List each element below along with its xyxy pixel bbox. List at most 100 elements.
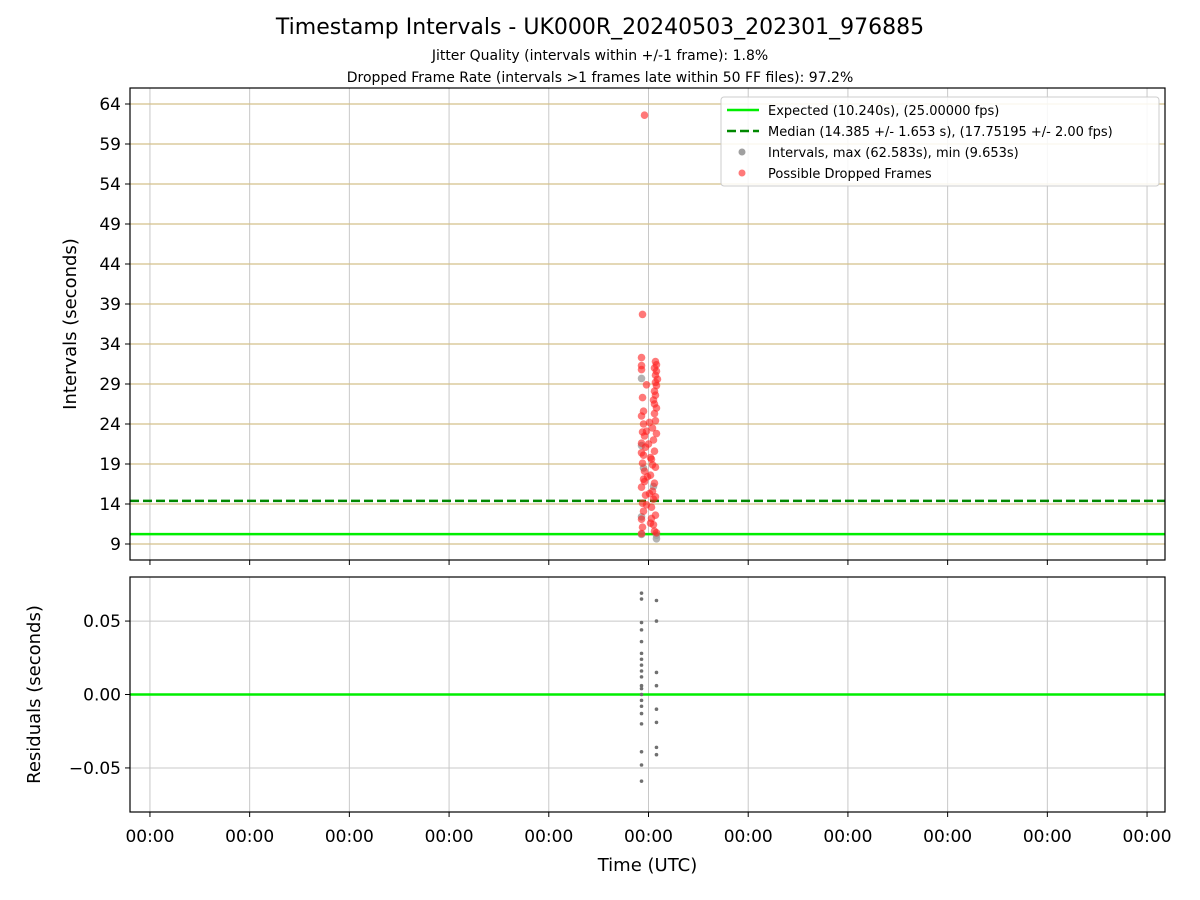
dropped-frame-point bbox=[637, 515, 646, 523]
dropped-frame-point bbox=[642, 501, 651, 509]
dropped-frame-point bbox=[650, 409, 659, 418]
dropped-frame-point bbox=[639, 507, 648, 515]
x-tick-label: 00:00 bbox=[823, 827, 872, 847]
residuals-y-axis-label: Residuals (seconds) bbox=[24, 605, 45, 784]
residual-point bbox=[639, 711, 644, 716]
dropped-frame-point bbox=[637, 529, 646, 538]
x-tick-label: 00:00 bbox=[1023, 827, 1072, 847]
residual-point bbox=[639, 657, 644, 662]
y-tick-label: 34 bbox=[99, 335, 121, 355]
chart-subtitle-dropped: Dropped Frame Rate (intervals >1 frames … bbox=[346, 70, 854, 86]
residual-point bbox=[639, 683, 644, 688]
dropped-frame-point bbox=[651, 417, 660, 425]
y-tick-label: 0.00 bbox=[83, 686, 121, 706]
residual-point bbox=[639, 779, 644, 783]
dropped-frame-point bbox=[647, 514, 656, 523]
residual-point bbox=[639, 722, 644, 726]
dropped-frame-point bbox=[646, 453, 655, 462]
legend: Expected (10.240s), (25.00000 fps) Median… bbox=[720, 96, 1160, 187]
y-tick-label: 24 bbox=[99, 415, 121, 435]
dropped-frame-point bbox=[638, 393, 647, 402]
dropped-frame-point bbox=[651, 493, 660, 501]
dropped-frame-point bbox=[649, 521, 658, 529]
bottom-plot-frame bbox=[129, 576, 1166, 813]
x-tick-label: 00:00 bbox=[524, 827, 573, 847]
dropped-frame-point bbox=[640, 477, 649, 486]
dropped-frame-point bbox=[650, 479, 659, 488]
y-tick-label: 9 bbox=[110, 535, 121, 555]
residual-point bbox=[639, 597, 644, 601]
y-tick-label: 44 bbox=[99, 255, 121, 275]
x-tick-label: 00:00 bbox=[325, 827, 374, 847]
dropped-frame-point bbox=[644, 440, 653, 448]
x-tick-label: 00:00 bbox=[225, 827, 274, 847]
dropped-frame-point bbox=[648, 424, 657, 432]
x-tick-label: 00:00 bbox=[1123, 827, 1172, 847]
residual-point bbox=[639, 639, 644, 644]
residual-point bbox=[639, 591, 644, 595]
residual-point bbox=[639, 620, 644, 625]
dropped-frame-point bbox=[642, 381, 651, 389]
x-tick-label: 00:00 bbox=[923, 827, 972, 847]
residual-point bbox=[639, 628, 644, 632]
dropped-frame-point bbox=[638, 523, 647, 531]
dropped-frame-point bbox=[645, 418, 654, 427]
residual-point bbox=[639, 669, 644, 673]
residual-point bbox=[639, 651, 644, 656]
dropped-frame-point bbox=[640, 111, 649, 119]
y-tick-label: 19 bbox=[99, 455, 121, 475]
legend-box bbox=[720, 96, 1160, 187]
residual-point bbox=[654, 707, 659, 711]
residual-point bbox=[639, 763, 644, 767]
x-tick-label: 00:00 bbox=[624, 827, 673, 847]
dropped-frame-point bbox=[642, 427, 651, 436]
residual-point bbox=[654, 598, 659, 603]
dropped-frame-point bbox=[637, 483, 646, 492]
legend-handle-intervals bbox=[738, 148, 746, 156]
legend-entry: Intervals, max (62.583s), min (9.653s) bbox=[768, 146, 1019, 161]
y-tick-label: 59 bbox=[99, 135, 121, 155]
y-tick-label: −0.05 bbox=[69, 759, 121, 779]
x-tick-label: 00:00 bbox=[425, 827, 474, 847]
residual-point bbox=[639, 663, 644, 667]
residual-point bbox=[639, 692, 644, 697]
residual-point bbox=[639, 704, 644, 709]
y-tick-label: 39 bbox=[99, 295, 121, 315]
dropped-frame-point bbox=[640, 467, 649, 476]
dropped-frame-point bbox=[639, 420, 648, 428]
residuals-plot: 00:00 00:00 00:00 00:00 00:00 00:00 00:00 00:00… bbox=[24, 576, 1172, 876]
residual-point bbox=[654, 752, 659, 757]
residual-point bbox=[654, 619, 659, 623]
dropped-frame-point bbox=[650, 447, 659, 456]
residual-point bbox=[639, 749, 644, 754]
x-axis-label: Time (UTC) bbox=[597, 855, 698, 876]
legend-entry: Median (14.385 +/- 1.653 s), (17.75195 +… bbox=[768, 125, 1113, 140]
chart-subtitle-jitter: Jitter Quality (intervals within +/-1 fr… bbox=[431, 48, 769, 64]
interval-point bbox=[637, 374, 646, 383]
y-tick-label: 0.05 bbox=[83, 612, 121, 632]
x-tick-label: 00:00 bbox=[125, 827, 174, 847]
dropped-frame-point bbox=[637, 412, 646, 420]
dropped-frame-point bbox=[652, 529, 661, 537]
residual-point bbox=[639, 686, 644, 691]
y-axis-label: Intervals (seconds) bbox=[60, 238, 81, 410]
x-tick-label: 00:00 bbox=[724, 827, 773, 847]
dropped-frame-point bbox=[637, 365, 646, 374]
y-tick-label: 64 bbox=[99, 95, 121, 115]
dropped-frame-point bbox=[637, 449, 646, 457]
dropped-frame-point bbox=[652, 429, 661, 438]
residual-point bbox=[654, 670, 659, 675]
residual-point bbox=[639, 698, 644, 703]
residual-point bbox=[654, 720, 659, 725]
residual-point bbox=[654, 745, 659, 750]
chart-title: Timestamp Intervals - UK000R_20240503_20… bbox=[275, 15, 925, 40]
dropped-frame-point bbox=[637, 353, 646, 362]
y-tick-label: 54 bbox=[99, 175, 121, 195]
residual-point bbox=[639, 675, 644, 679]
dropped-frame-point bbox=[638, 310, 647, 319]
top-plot-frame bbox=[129, 87, 1166, 561]
legend-entry: Expected (10.240s), (25.00000 fps) bbox=[768, 104, 999, 119]
residual-point bbox=[654, 683, 659, 688]
dropped-frame-point bbox=[645, 489, 654, 498]
